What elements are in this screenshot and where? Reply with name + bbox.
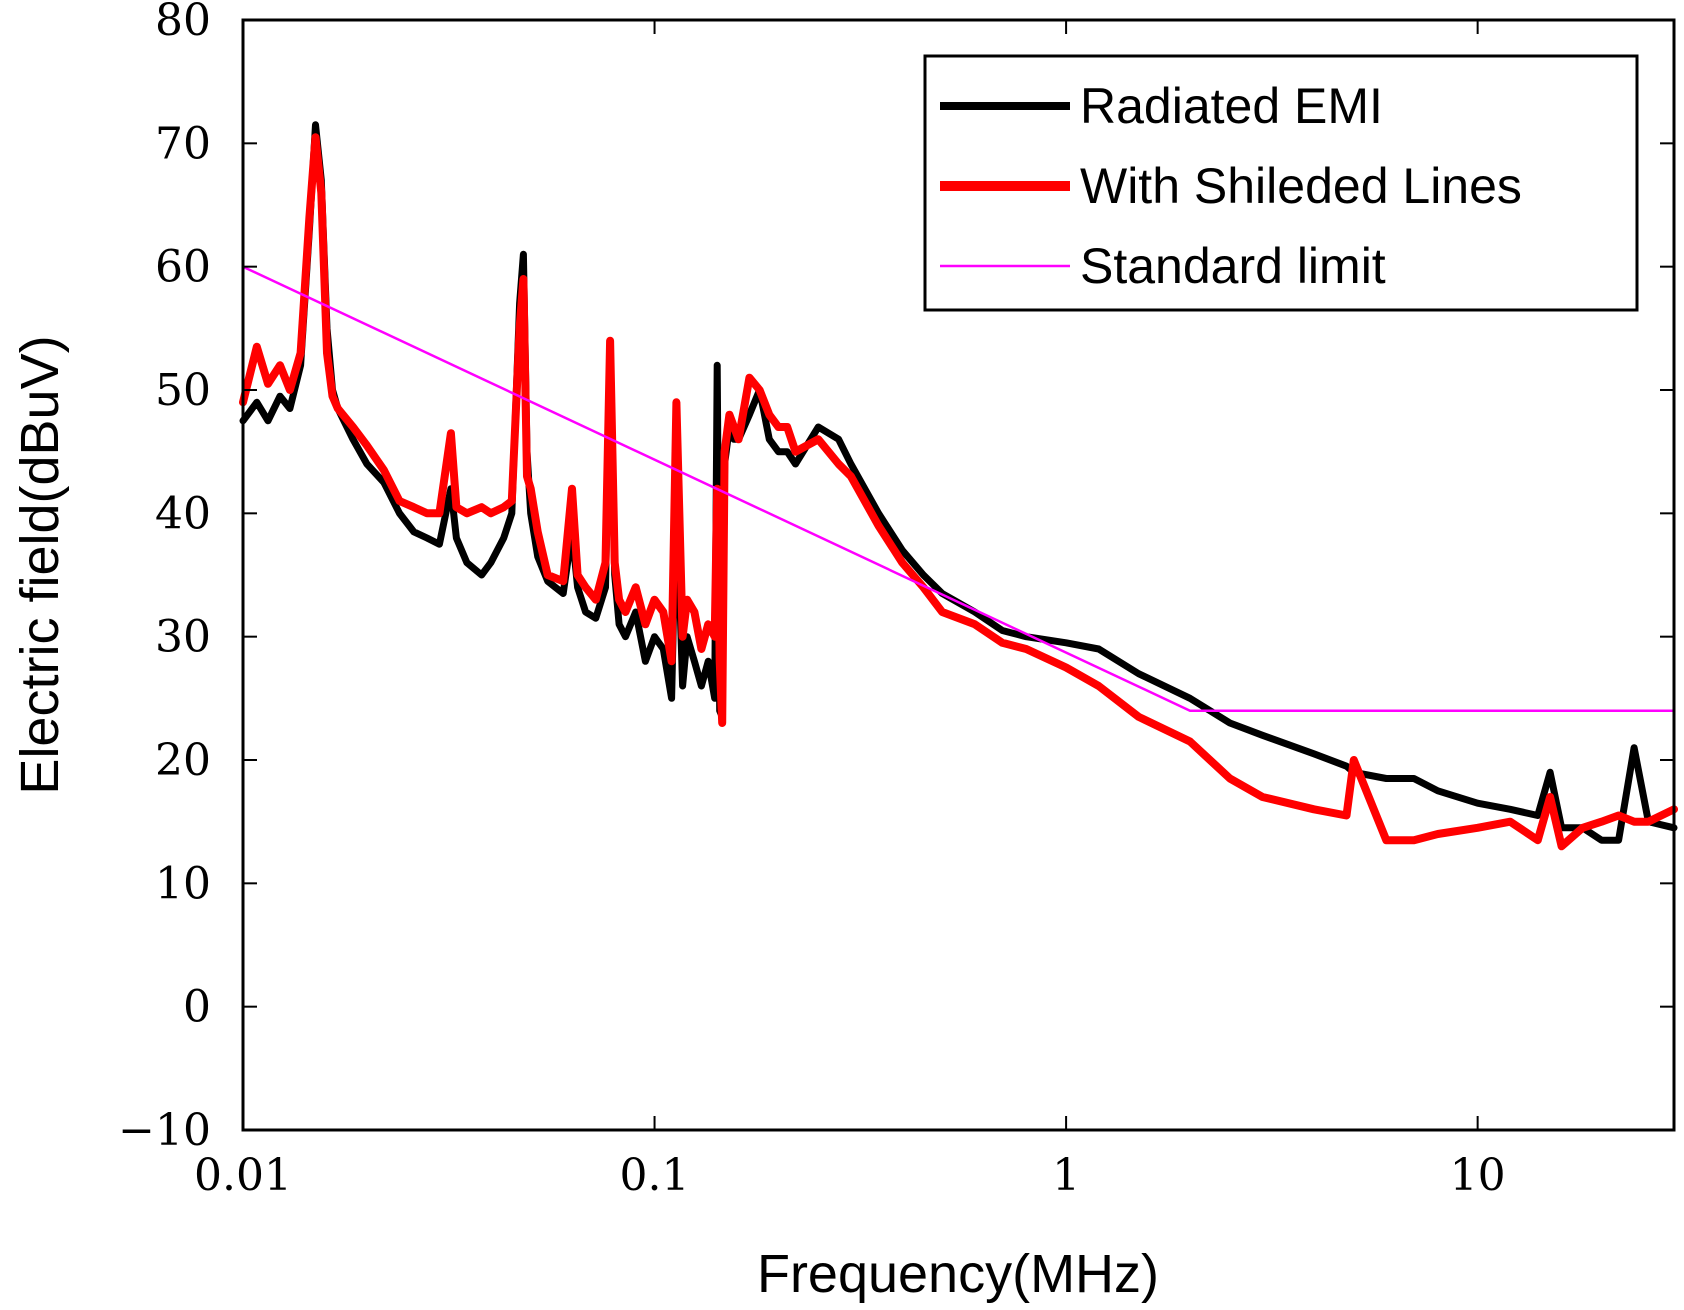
y-tick-label-4: 40 [155,488,211,539]
y-tick-label-5: 30 [155,612,211,663]
y-tick-label-2: 60 [155,242,211,293]
legend-entries: Radiated EMI With Shileded Lines Standard … [940,78,1522,294]
y-tick-label-6: 20 [155,735,211,786]
series-layer [239,121,1678,851]
series-line-radiated-emi [239,121,1678,844]
y-tick-label-8: 0 [183,982,211,1033]
x-tick-label-0: 0.01 [194,1150,292,1201]
y-tick-label-9: −10 [118,1105,211,1156]
y-tick-label-0: 80 [155,0,211,46]
plot-frame [241,18,1676,1132]
legend-label-1: With Shileded Lines [1080,158,1522,214]
x-tick-label-1: 0.1 [620,1150,690,1201]
x-axis-title: Frequency(MHz) [757,1244,1159,1304]
legend: Radiated EMI With Shileded Lines Standard … [923,54,1639,312]
x-tick-label-2: 1 [1052,1150,1080,1201]
tick-layer [242,19,1674,1131]
legend-label-0: Radiated EMI [1080,78,1383,134]
tick-label-layer: 80 70 60 50 40 30 20 10 0 −100.01 0.1 1 10 [118,0,1506,1201]
x-tick-label-3: 10 [1450,1150,1506,1201]
series-line-with-shileded-lines [239,133,1678,851]
series-line-standard-limit [241,265,1676,712]
legend-label-2: Standard limit [1080,238,1386,294]
y-tick-label-1: 70 [155,118,211,169]
y-tick-label-7: 10 [155,858,211,909]
y-tick-label-3: 50 [155,365,211,416]
y-axis-title: Electric field(dBuV) [10,335,70,794]
